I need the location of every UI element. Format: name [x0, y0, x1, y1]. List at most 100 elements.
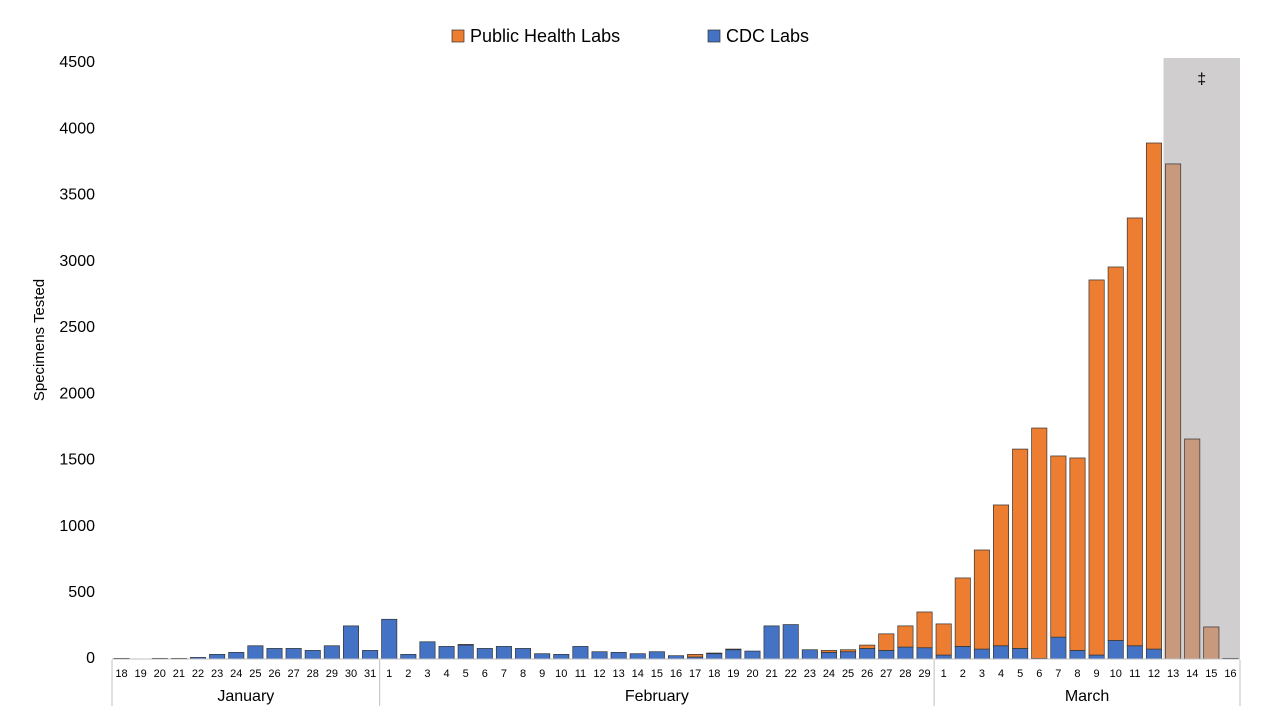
- x-tick-label: 25: [249, 668, 261, 680]
- bar: [897, 646, 914, 660]
- bar: [457, 644, 474, 660]
- bar: [801, 649, 818, 660]
- x-tick-label: 26: [861, 668, 873, 680]
- bar: [725, 648, 742, 651]
- bar: [304, 650, 321, 660]
- x-tick-label: 8: [520, 668, 526, 680]
- bar: [266, 648, 283, 660]
- x-tick-label: 29: [326, 668, 338, 680]
- bar: [725, 649, 742, 660]
- bar: [1012, 448, 1029, 649]
- bar: [859, 644, 876, 649]
- bar: [1126, 217, 1143, 647]
- bar: [1145, 142, 1162, 650]
- x-tick-label: 2: [405, 668, 411, 680]
- bar: [820, 650, 837, 653]
- x-tick-label: 10: [555, 668, 567, 680]
- bar: [1107, 266, 1124, 641]
- bar: [438, 646, 455, 660]
- bar: [973, 549, 990, 650]
- bar: [706, 652, 723, 655]
- y-tick-label: 1000: [59, 518, 95, 535]
- y-tick-label: 2500: [59, 319, 95, 336]
- x-tick-label: 20: [154, 668, 166, 680]
- bar: [878, 650, 895, 660]
- bar: [744, 650, 761, 660]
- y-tick-label: 4000: [59, 120, 95, 137]
- month-label: March: [1065, 688, 1109, 705]
- x-tick-label: 21: [173, 668, 185, 680]
- bar: [323, 645, 340, 660]
- x-tick-label: 13: [613, 668, 625, 680]
- x-tick-label: 20: [746, 668, 758, 680]
- x-tick-label: 22: [192, 668, 204, 680]
- bar: [763, 625, 780, 660]
- x-tick-label: 24: [230, 668, 242, 680]
- x-tick-label: 25: [842, 668, 854, 680]
- bar: [228, 652, 245, 660]
- bar: [935, 654, 952, 660]
- bar: [476, 648, 493, 660]
- x-tick-label: 28: [307, 668, 319, 680]
- x-tick-label: 23: [804, 668, 816, 680]
- x-tick-label: 3: [979, 668, 985, 680]
- bar: [878, 633, 895, 651]
- x-tick-label: 29: [918, 668, 930, 680]
- x-tick-label: 3: [424, 668, 430, 680]
- y-axis-label: Specimens Tested: [31, 279, 48, 401]
- bar: [954, 577, 971, 647]
- x-tick-label: 2: [960, 668, 966, 680]
- x-tick-label: 1: [386, 668, 392, 680]
- legend-swatch: [707, 29, 721, 43]
- annotation: ‡: [1197, 71, 1206, 88]
- x-tick-label: 7: [1055, 668, 1061, 680]
- x-tick-label: 13: [1167, 668, 1179, 680]
- bar: [1165, 163, 1182, 660]
- bar: [1031, 427, 1048, 659]
- bar: [1107, 640, 1124, 660]
- bar: [400, 654, 417, 660]
- bar: [1069, 650, 1086, 660]
- bar: [954, 646, 971, 660]
- bar: [285, 648, 302, 660]
- x-tick-label: 27: [288, 668, 300, 680]
- bar: [247, 645, 264, 660]
- bar: [1184, 438, 1201, 660]
- bar: [706, 653, 723, 660]
- bar: [591, 651, 608, 660]
- y-tick-label: 0: [86, 650, 95, 667]
- bar: [572, 646, 589, 660]
- bar: [897, 625, 914, 648]
- x-tick-label: 17: [689, 668, 701, 680]
- bar: [687, 654, 704, 658]
- x-tick-label: 14: [632, 668, 644, 680]
- month-label: February: [625, 688, 689, 705]
- x-tick-label: 6: [482, 668, 488, 680]
- y-tick-label: 4500: [59, 54, 95, 71]
- bar: [1088, 654, 1105, 660]
- x-tick-label: 24: [823, 668, 835, 680]
- bar: [1012, 648, 1029, 660]
- bar: [381, 618, 398, 660]
- bar: [534, 653, 551, 660]
- bar: [209, 654, 226, 660]
- x-tick-label: 23: [211, 668, 223, 680]
- x-tick-label: 14: [1186, 668, 1198, 680]
- x-tick-label: 11: [1129, 668, 1140, 680]
- x-tick-label: 8: [1074, 668, 1080, 680]
- bar: [648, 651, 665, 660]
- x-tick-label: 1: [941, 668, 947, 680]
- bar: [1203, 626, 1220, 660]
- bar: [840, 651, 857, 660]
- y-tick-label: 3000: [59, 253, 95, 270]
- bar: [515, 648, 532, 660]
- x-tick-label: 31: [364, 668, 376, 680]
- bar: [973, 648, 990, 660]
- legend-swatch: [451, 29, 465, 43]
- bar: [610, 652, 627, 660]
- bar: [553, 654, 570, 660]
- x-tick-label: 5: [463, 668, 469, 680]
- bar: [993, 504, 1010, 647]
- bar: [916, 647, 933, 660]
